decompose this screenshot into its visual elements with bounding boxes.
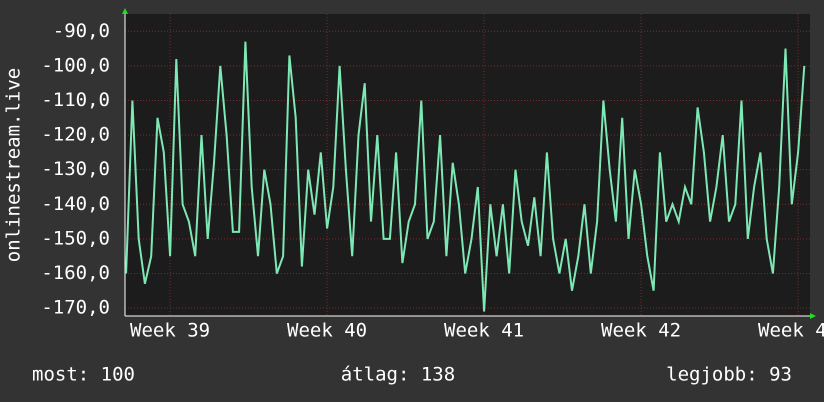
stat-average: átlag: 138 xyxy=(341,364,455,386)
x-tick-label: Week 39 xyxy=(130,320,210,342)
y-tick-label: -140,0 xyxy=(41,193,110,215)
series-line xyxy=(125,41,806,312)
x-tick-label: Week 42 xyxy=(601,320,681,342)
stat-best: legjobb: 93 xyxy=(666,364,792,386)
y-tick-label: -170,0 xyxy=(41,297,110,319)
y-tick-label: -130,0 xyxy=(41,158,110,180)
stat-current: most: 100 xyxy=(32,364,135,386)
y-tick-label: -100,0 xyxy=(41,54,110,76)
y-tick-label: -150,0 xyxy=(41,227,110,249)
x-tick-label: Week 40 xyxy=(287,320,367,342)
y-axis-label: onlinestream.live xyxy=(3,68,25,262)
y-tick-label: -110,0 xyxy=(41,89,110,111)
y-tick-label: -90,0 xyxy=(53,20,110,42)
y-tick-label: -160,0 xyxy=(41,262,110,284)
x-tick-label: Week 41 xyxy=(444,320,524,342)
y-tick-label: -120,0 xyxy=(41,124,110,146)
x-tick-label: Week 43 xyxy=(758,320,824,342)
